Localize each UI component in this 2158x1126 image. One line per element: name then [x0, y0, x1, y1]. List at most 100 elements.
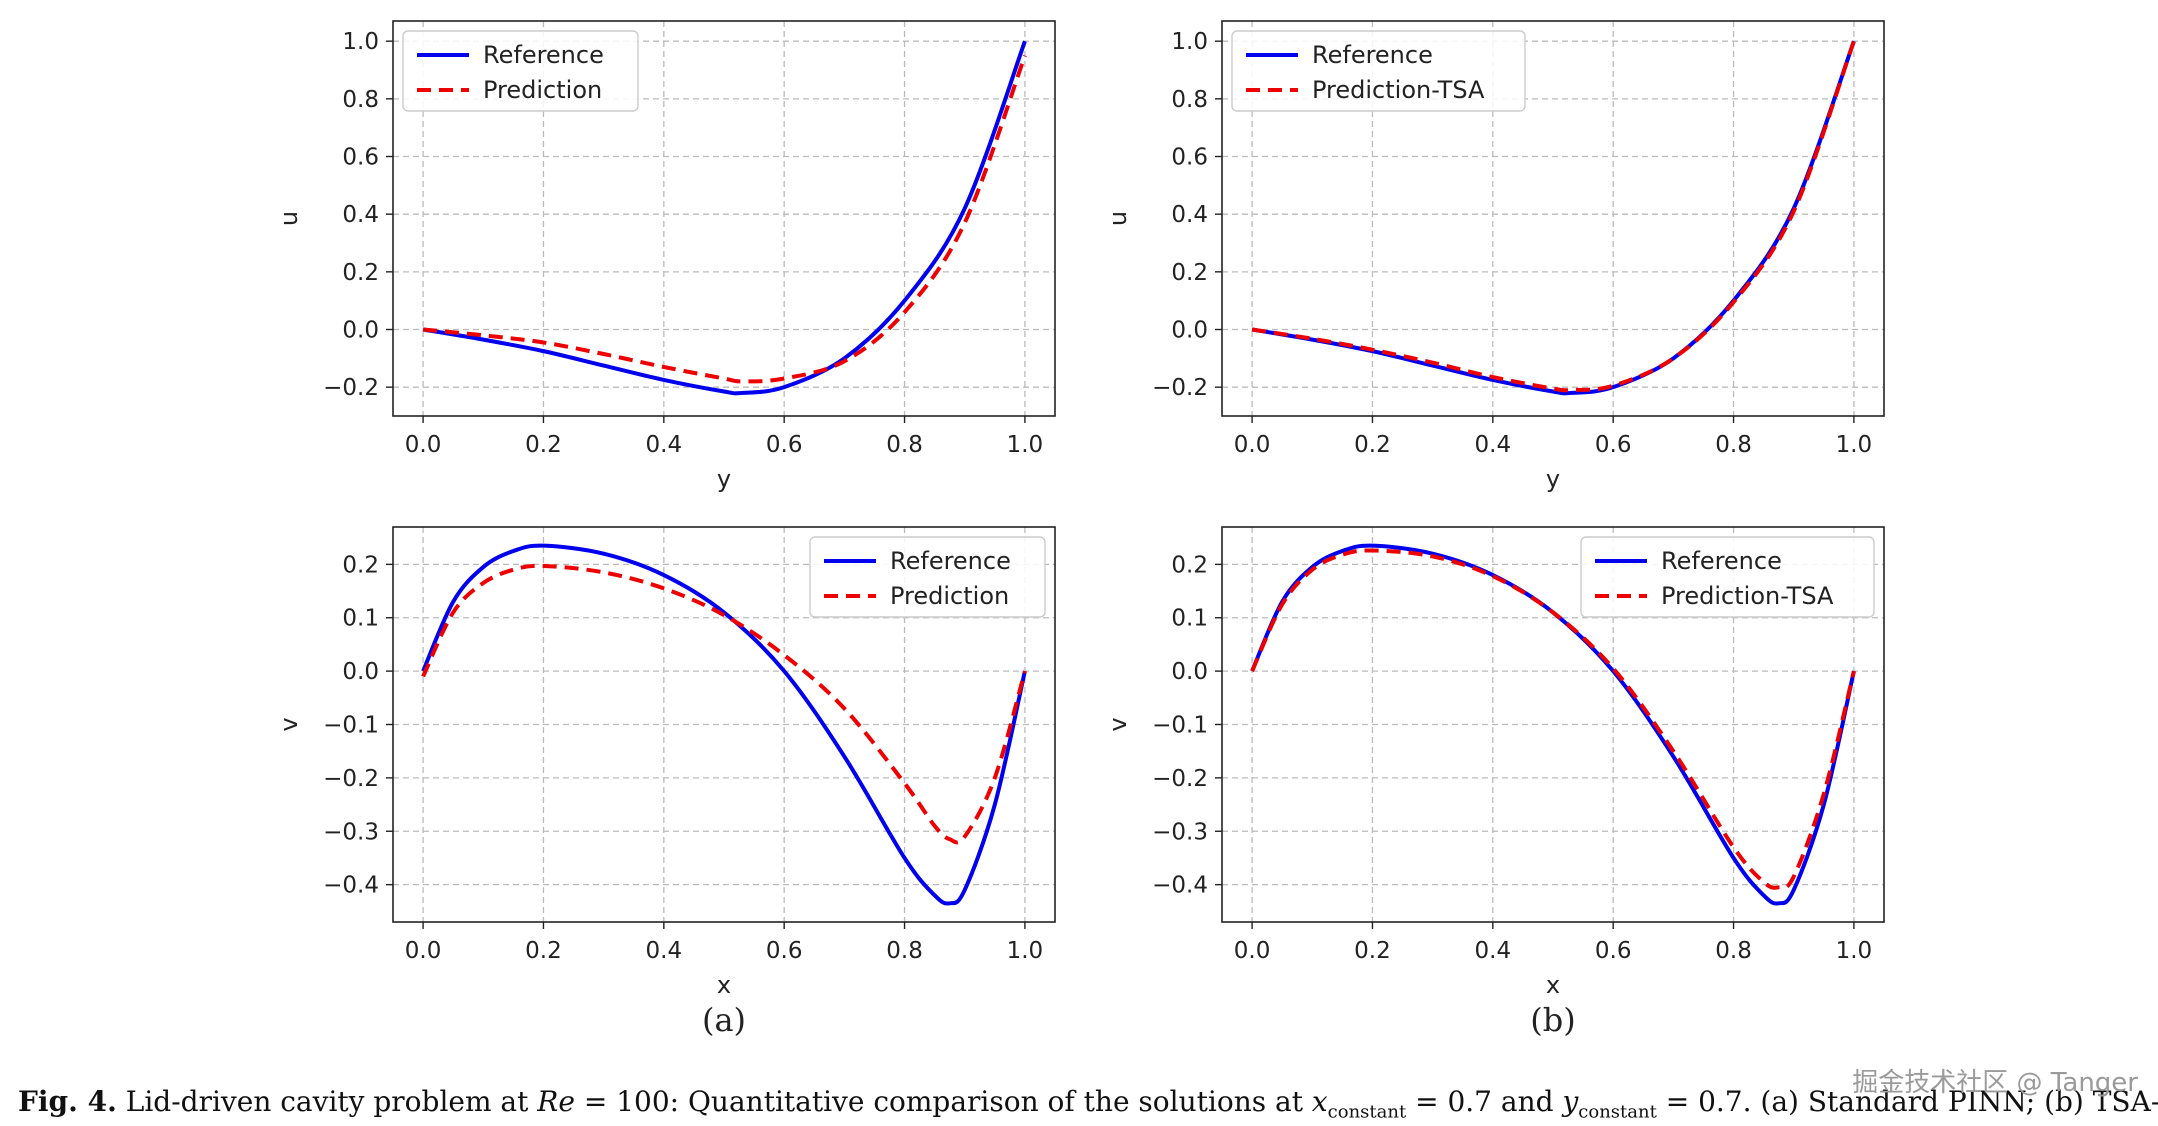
- x-tick-label: 0.2: [1354, 938, 1391, 964]
- x-axis-label: x: [1546, 971, 1560, 999]
- series-line-prediction: [422, 54, 1027, 384]
- y-tick-label: 0.8: [342, 87, 379, 113]
- y-tick-label: 0.2: [342, 260, 379, 286]
- x-tick-label: 0.4: [646, 938, 683, 964]
- y-tick-label: 0.6: [342, 145, 379, 171]
- x-tick-label: 0.6: [766, 432, 803, 458]
- caption-text-3: = 0.7 and: [1406, 1085, 1563, 1118]
- y-tick-label: −0.3: [1152, 819, 1208, 845]
- y-tick-label: 0.0: [342, 659, 379, 685]
- y-tick-label: −0.2: [1152, 766, 1208, 792]
- chart-a-top: 0.0 0.2 0.4 0.6 0.8 1.0 1.0 0.8 0.6 0.4 0.2 0.0 −0.2…: [275, 20, 1056, 493]
- figure-caption: Fig. 4. Lid-driven cavity problem at Re …: [18, 1085, 2158, 1123]
- legend-label-reference: Reference: [1312, 41, 1433, 69]
- y-tick-label: −0.2: [323, 375, 379, 401]
- caption-x-symbol: x: [1311, 1085, 1328, 1118]
- legend-label-reference: Reference: [1661, 547, 1782, 575]
- caption-text-2: = 100: Quantitative comparison of the so…: [574, 1085, 1312, 1118]
- y-tick-label: 0.4: [342, 202, 379, 228]
- legend: Reference Prediction: [809, 536, 1046, 618]
- y-tick-label: 0.6: [1171, 145, 1208, 171]
- axes-frame: [1221, 20, 1885, 417]
- legend: Reference Prediction-TSA: [1231, 30, 1526, 112]
- x-axis-label: y: [1546, 465, 1560, 493]
- series-line-prediction-tsa: [1250, 548, 1856, 890]
- y-axis-label: u: [275, 211, 303, 226]
- y-tick-label: 0.0: [1171, 659, 1208, 685]
- caption-y-subscript: constant: [1578, 1101, 1657, 1123]
- y-tick-label: 0.0: [1171, 318, 1208, 344]
- legend-label-reference: Reference: [890, 547, 1011, 575]
- series-line-prediction-tsa: [1251, 40, 1856, 393]
- y-tick-label: −0.2: [1152, 375, 1208, 401]
- x-axis-label: x: [717, 971, 731, 999]
- legend-label-reference: Reference: [483, 41, 604, 69]
- chart-b-top: 0.0 0.2 0.4 0.6 0.8 1.0 1.0 0.8 0.6 0.4 0.2 0.0 −0.2…: [1104, 20, 1885, 493]
- legend-box: [1231, 30, 1526, 112]
- series-line-reference: [422, 40, 1027, 396]
- y-axis-label: v: [275, 717, 303, 731]
- x-tick-label: 1.0: [1007, 938, 1044, 964]
- caption-re-symbol: Re: [537, 1085, 575, 1118]
- y-tick-label: 1.0: [342, 29, 379, 55]
- series-line-reference: [421, 543, 1027, 906]
- x-tick-label: 0.8: [1715, 938, 1752, 964]
- chart-b-bottom: 0.0 0.2 0.4 0.6 0.8 1.0 0.2 0.1 0.0 −0.1 −0.2 −0.3 −…: [1104, 526, 1885, 999]
- y-tick-label: 0.2: [1171, 552, 1208, 578]
- x-tick-label: 0.2: [525, 938, 562, 964]
- x-tick-label: 1.0: [1007, 432, 1044, 458]
- chart-a-bottom: 0.0 0.2 0.4 0.6 0.8 1.0 0.2 0.1 0.0 −0.1 −0.2 −0.3 −…: [275, 526, 1056, 999]
- x-tick-label: 0.2: [525, 432, 562, 458]
- x-tick-label: 0.8: [1715, 432, 1752, 458]
- y-tick-label: −0.3: [323, 819, 379, 845]
- x-tick-label: 1.0: [1836, 938, 1873, 964]
- y-tick-label: 1.0: [1171, 29, 1208, 55]
- x-tick-label: 0.4: [1475, 938, 1512, 964]
- legend-label-prediction: Prediction: [890, 582, 1009, 610]
- series-line-reference: [1250, 543, 1856, 906]
- caption-text-4: = 0.7. (a) Standard PINN; (b) TSA-PINN.: [1665, 1085, 2158, 1118]
- legend-label-prediction-tsa: Prediction-TSA: [1661, 582, 1834, 610]
- x-tick-label: 0.6: [766, 938, 803, 964]
- y-tick-label: −0.1: [1152, 713, 1208, 739]
- x-tick-label: 0.6: [1595, 938, 1632, 964]
- y-tick-label: −0.4: [1152, 873, 1208, 899]
- x-tick-label: 0.0: [1234, 938, 1271, 964]
- legend: Reference Prediction-TSA: [1580, 536, 1875, 618]
- caption-text-1: Lid-driven cavity problem at: [116, 1085, 538, 1118]
- legend-box: [1580, 536, 1875, 618]
- legend: Reference Prediction: [402, 30, 639, 112]
- watermark: 掘金技术社区 @ Tanger: [1852, 1068, 2138, 1098]
- x-tick-label: 0.2: [1354, 432, 1391, 458]
- x-tick-label: 0.6: [1595, 432, 1632, 458]
- x-tick-label: 0.0: [405, 938, 442, 964]
- y-tick-label: 0.1: [1171, 606, 1208, 632]
- caption-x-subscript: constant: [1327, 1101, 1407, 1123]
- y-tick-label: 0.2: [342, 552, 379, 578]
- x-tick-label: 0.8: [886, 432, 923, 458]
- x-tick-label: 1.0: [1836, 432, 1873, 458]
- x-tick-label: 0.4: [646, 432, 683, 458]
- caption-fig-label: Fig. 4.: [18, 1085, 117, 1118]
- x-tick-label: 0.4: [1475, 432, 1512, 458]
- y-tick-label: −0.4: [323, 873, 379, 899]
- y-axis-label: v: [1104, 717, 1132, 731]
- panel-label-a: (a): [702, 1001, 746, 1039]
- y-axis-label: u: [1104, 211, 1132, 226]
- x-tick-label: 0.0: [1234, 432, 1271, 458]
- legend-label-prediction: Prediction: [483, 76, 602, 104]
- legend-label-prediction-tsa: Prediction-TSA: [1312, 76, 1485, 104]
- axes-frame: [392, 20, 1056, 417]
- x-tick-label: 0.0: [405, 432, 442, 458]
- x-axis-label: y: [717, 465, 731, 493]
- y-tick-label: −0.2: [323, 766, 379, 792]
- y-tick-label: 0.2: [1171, 260, 1208, 286]
- panel-label-b: (b): [1530, 1001, 1575, 1039]
- y-tick-label: 0.4: [1171, 202, 1208, 228]
- y-tick-label: −0.1: [323, 713, 379, 739]
- x-tick-label: 0.8: [886, 938, 923, 964]
- y-tick-label: 0.8: [1171, 87, 1208, 113]
- caption-y-symbol: y: [1562, 1085, 1579, 1118]
- y-tick-label: 0.1: [342, 606, 379, 632]
